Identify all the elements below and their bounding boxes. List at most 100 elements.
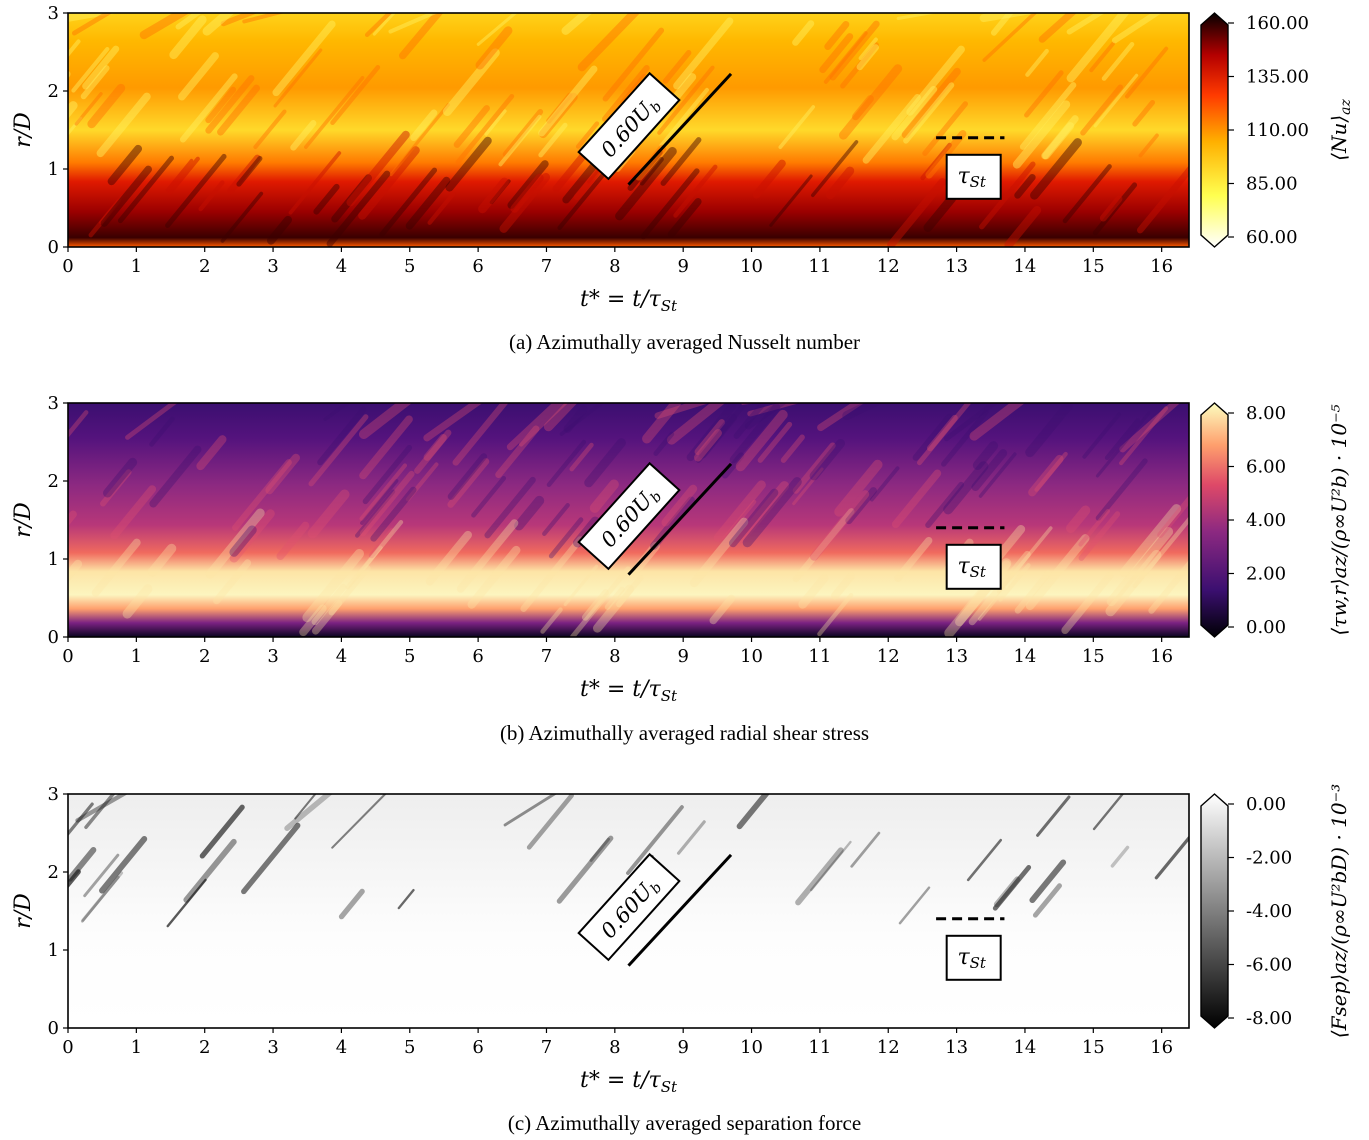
x-tick-label: 15 <box>1082 646 1105 667</box>
colorbar-label: ⟨Nu⟩az <box>1327 99 1354 161</box>
heatmap-streak <box>540 607 563 634</box>
heatmap-streak <box>68 410 89 439</box>
heatmap-streak <box>887 178 947 247</box>
heatmap-streak <box>971 449 1008 491</box>
heatmap-streak <box>242 13 286 24</box>
heatmap-streak <box>117 155 175 224</box>
heatmap-streak <box>358 146 420 220</box>
heatmap-streak <box>689 517 749 588</box>
heatmap-streak <box>811 140 859 198</box>
heatmap-streak <box>1078 508 1110 547</box>
heatmap-streak <box>856 44 879 71</box>
heatmap-streak <box>916 403 972 466</box>
heatmap-streak <box>1028 454 1064 497</box>
heatmap-streak <box>96 92 151 158</box>
heatmap-streak <box>229 525 257 557</box>
heatmap-streak <box>792 467 824 506</box>
heatmap-streak <box>307 489 350 539</box>
heatmap-streak <box>267 215 293 245</box>
heatmap-streak <box>906 45 965 116</box>
heatmap-streak <box>328 565 371 616</box>
x-tick-label: 4 <box>336 256 347 277</box>
heatmap-streak <box>423 403 483 442</box>
x-tick-label: 14 <box>1013 256 1036 277</box>
heatmap-streak <box>227 154 261 195</box>
heatmap-streak <box>858 37 878 61</box>
heatmap-streak <box>817 403 865 432</box>
heatmap-streak <box>484 476 536 539</box>
slope-box <box>577 461 681 571</box>
heatmap-streak <box>798 573 829 609</box>
heatmap-streak <box>294 794 317 820</box>
heatmap-streak <box>1066 13 1105 35</box>
x-tick-label: 16 <box>1150 646 1173 667</box>
heatmap-streak <box>229 509 275 563</box>
colorbar-body <box>1200 12 1229 248</box>
heatmap-streak <box>362 444 413 505</box>
heatmap-streak <box>360 478 399 525</box>
heatmap-streak <box>819 33 854 74</box>
heatmap-streak <box>1080 84 1123 136</box>
heatmap-streak <box>542 503 570 536</box>
heatmap-streak <box>673 164 718 218</box>
heatmap-streak <box>1019 82 1077 150</box>
x-tick-label: 4 <box>336 1037 347 1058</box>
heatmap-streak <box>698 413 737 459</box>
heatmap-streak <box>445 136 492 192</box>
heatmap-streak <box>308 414 369 487</box>
heatmap-streak <box>507 160 549 209</box>
y-tick-label: 3 <box>48 784 59 805</box>
heatmap-streak <box>824 20 850 51</box>
tau-label-sub: St <box>970 173 987 191</box>
y-tick-label: 3 <box>48 393 59 414</box>
x-tick-label: 1 <box>131 256 142 277</box>
heatmap-streak <box>87 83 126 129</box>
heatmap-streak <box>736 481 790 544</box>
x-tick-label: 5 <box>404 646 415 667</box>
heatmap-streak <box>604 586 625 610</box>
heatmap-streak <box>276 521 310 561</box>
heatmap-streak <box>84 794 116 829</box>
heatmap-streak <box>584 438 626 488</box>
colorbar-label: ⟨Fsep⟩az/(ρ∞U²bD) · 10⁻³ <box>1327 784 1351 1038</box>
heatmap-streak <box>358 403 412 439</box>
heatmap-streak <box>99 836 148 894</box>
x-tick-label: 7 <box>541 256 552 277</box>
heatmap-streak <box>427 191 456 225</box>
x-tick-label: 15 <box>1082 256 1105 277</box>
y-tick-label: 0 <box>48 627 59 648</box>
colorbar-tick-label: -6.00 <box>1246 955 1292 976</box>
heatmap-streak <box>695 403 747 464</box>
x-tick-label: 11 <box>808 1037 831 1058</box>
heatmap-streak <box>74 92 103 126</box>
heatmap-streak <box>581 589 609 621</box>
colorbar-tick-label: -8.00 <box>1246 1008 1292 1029</box>
heatmap-streak <box>484 109 507 136</box>
plot-frame <box>67 402 1190 638</box>
heatmap-streak <box>202 13 235 36</box>
heatmap-streak <box>778 105 816 150</box>
heatmap-streak <box>359 463 408 521</box>
heatmap-streak <box>1024 70 1064 118</box>
y-tick-label: 2 <box>48 862 59 883</box>
heatmap-streak <box>1106 527 1174 607</box>
heatmap-streak <box>205 75 255 134</box>
heatmap-streak <box>514 495 545 531</box>
heatmap-streak <box>442 48 500 116</box>
heatmap-streak <box>241 822 301 895</box>
heatmap-streak <box>845 487 877 525</box>
heatmap-streak <box>447 458 490 508</box>
x-tick-label: 12 <box>877 646 900 667</box>
heatmap-streak <box>721 452 745 479</box>
colorbar-tick-label: 160.00 <box>1246 13 1309 34</box>
heatmap-streak <box>220 191 264 243</box>
heatmap-streak <box>122 584 153 619</box>
y-tick-label: 3 <box>48 3 59 24</box>
heatmap-streak <box>546 439 587 488</box>
heatmap-streak <box>862 94 921 164</box>
heatmap-streak <box>80 875 120 923</box>
heatmap-streak <box>659 87 709 148</box>
